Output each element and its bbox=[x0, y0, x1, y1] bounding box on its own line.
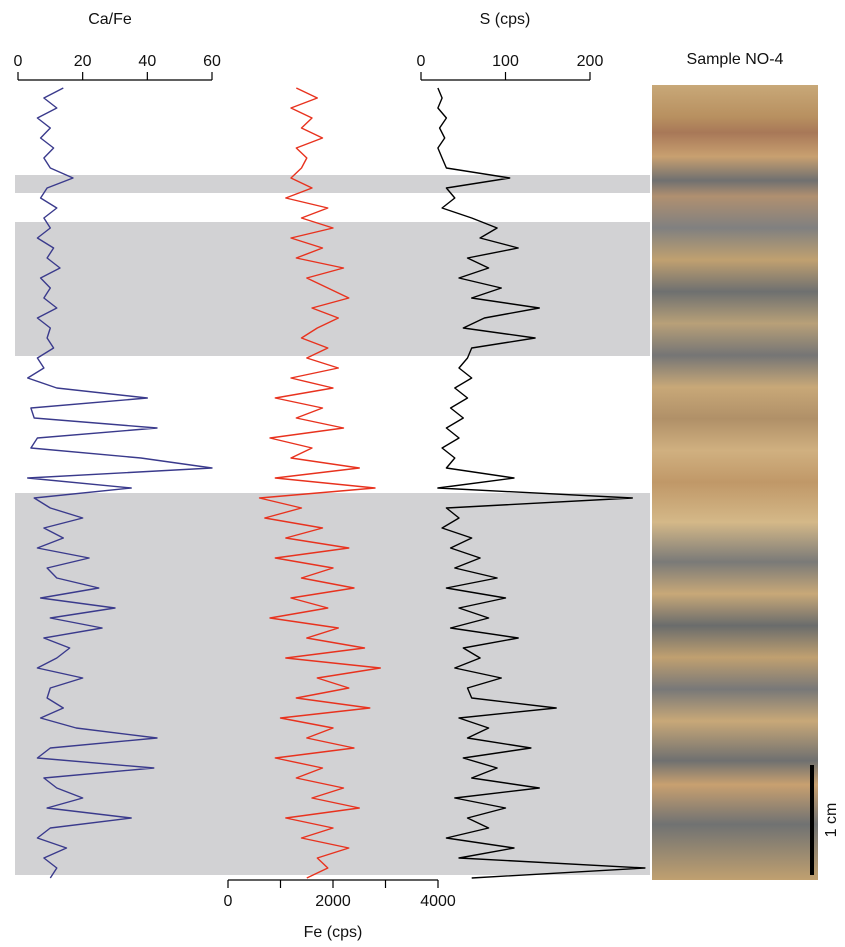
tick-label: 20 bbox=[74, 53, 92, 70]
sample-label: Sample NO-4 bbox=[687, 51, 784, 68]
tick-label: 2000 bbox=[315, 893, 351, 910]
tick-label: 0 bbox=[224, 893, 233, 910]
tick-label: 0 bbox=[14, 53, 23, 70]
figure: 1 cm Sample NO-4 Ca/Fe 0 20 40 60 Fe (cps) 0 20… bbox=[0, 0, 845, 947]
core-image bbox=[652, 85, 818, 880]
shaded-band bbox=[15, 175, 650, 193]
shaded-band bbox=[15, 222, 650, 356]
axis-title: Ca/Fe bbox=[88, 11, 132, 28]
tick-label: 60 bbox=[203, 53, 221, 70]
tick-label: 4000 bbox=[420, 893, 456, 910]
tick-label: 200 bbox=[577, 53, 604, 70]
axis-title: S (cps) bbox=[480, 11, 531, 28]
tick-label: 0 bbox=[417, 53, 426, 70]
shaded-intervals bbox=[15, 175, 650, 875]
tick-label: 40 bbox=[138, 53, 156, 70]
scale-label: 1 cm bbox=[823, 803, 840, 838]
axis-title: Fe (cps) bbox=[304, 924, 363, 941]
tick-label: 100 bbox=[492, 53, 519, 70]
